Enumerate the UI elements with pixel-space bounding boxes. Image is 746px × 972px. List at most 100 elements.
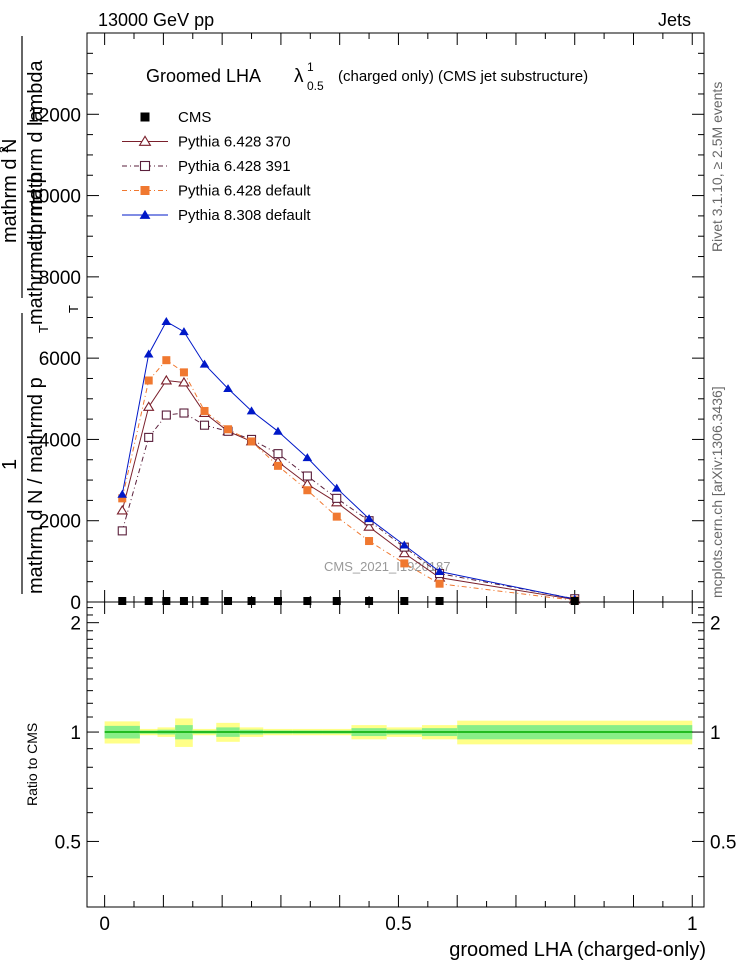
legend-label: Pythia 6.428 370: [178, 134, 291, 151]
data-point: [365, 597, 374, 605]
data-point: [273, 461, 282, 470]
legend-marker: [140, 186, 150, 195]
ratio-y-tick-label-right: 0.5: [710, 832, 736, 853]
data-point: [399, 540, 410, 549]
legend-item: CMS: [140, 109, 211, 126]
chart-title-symbol: λ: [294, 66, 304, 87]
main-y-tick-label: 12000: [28, 105, 81, 126]
main-y-tick-label: 6000: [39, 349, 81, 370]
data-point: [224, 597, 233, 605]
data-point: [179, 408, 189, 418]
rivet-version-label: Rivet 3.1.10, ≥ 2.5M events: [709, 82, 725, 252]
chart-title-suffix: (charged only) (CMS jet substructure): [338, 68, 588, 85]
main-y-tick-label: 4000: [39, 430, 81, 451]
ratio-y-tick-labels-right: 0.5 1 2: [710, 614, 736, 854]
ratio-plot-frame: [86, 601, 705, 908]
legend-marker: [140, 112, 150, 122]
ylabel-denominator: mathrm d N / mathrmd p: [25, 377, 47, 594]
data-point: [273, 449, 283, 459]
data-point: [144, 432, 154, 442]
data-point: [332, 512, 341, 521]
ylabel-numerator-4: mathrm d p: [25, 224, 47, 325]
ylabel-numerator-2: mathrm d N: [0, 139, 21, 243]
data-point: [144, 376, 153, 385]
x-tick-labels: 0 0.5 1: [99, 914, 697, 935]
legend-item: Pythia 6.428 370: [122, 134, 291, 151]
ratio-y-tick-label: 0.5: [55, 832, 81, 853]
data-point: [400, 597, 409, 605]
data-point: [273, 597, 282, 605]
series-cms: [118, 597, 579, 605]
data-point: [161, 410, 171, 420]
legend-item: Pythia 6.428 391: [122, 158, 291, 175]
data-point: [303, 597, 312, 605]
ylabel-numerator-3: mathrm d lambda: [25, 60, 47, 216]
x-tick-label: 0.5: [385, 914, 411, 935]
data-point: [273, 426, 283, 435]
data-point: [332, 597, 341, 605]
chart-title-symbol-sup: 1: [307, 60, 314, 74]
main-axis-ticks: [87, 32, 704, 603]
main-y-tick-labels: 0 2000 4000 6000 8000 10000 12000: [28, 105, 81, 614]
data-point: [200, 406, 209, 415]
data-point: [178, 376, 190, 387]
legend-item: Pythia 8.308 default: [122, 207, 311, 224]
x-tick-label: 1: [687, 914, 698, 935]
ratio-y-tick-label: 1: [70, 723, 81, 744]
data-point: [331, 483, 342, 492]
legend-item: Pythia 6.428 default: [122, 183, 311, 200]
data-point: [143, 349, 154, 358]
main-y-tick-label: 2000: [39, 512, 81, 533]
data-point: [434, 566, 445, 575]
data-point: [117, 526, 127, 536]
data-point: [302, 453, 313, 462]
data-point: [400, 559, 409, 568]
data-point: [224, 425, 233, 434]
data-point: [162, 356, 171, 365]
data-point: [570, 597, 579, 605]
data-point: [199, 359, 210, 368]
data-point: [118, 597, 127, 605]
legend-label: Pythia 8.308 default: [178, 207, 311, 224]
header-process: Jets: [658, 10, 691, 30]
data-point: [117, 489, 128, 498]
legend-label: Pythia 6.428 default: [178, 183, 311, 200]
ylabel-numerator-2-sup: 2: [0, 146, 11, 153]
data-point: [398, 547, 411, 558]
data-point: [179, 327, 189, 336]
chart-title-main: Groomed LHA: [146, 66, 261, 86]
data-point: [161, 317, 172, 325]
main-y-tick-label: 8000: [39, 268, 81, 289]
legend: CMS Pythia 6.428 370 Pythia 6.428 391 Pythi…: [122, 109, 311, 224]
ratio-y-axis-label: Ratio to CMS: [24, 723, 40, 806]
main-y-axis-label: 1 mathrm d N / mathrmd p T mathrmd p mat…: [0, 36, 81, 594]
ratio-axis-ticks: [87, 602, 704, 907]
main-y-tick-label: 0: [70, 593, 81, 614]
data-point: [247, 437, 256, 446]
data-point: [144, 597, 153, 605]
chart-title: Groomed LHA λ 1 0.5 (charged only) (CMS …: [146, 60, 588, 93]
legend-marker: [139, 160, 151, 172]
legend-label: Pythia 6.428 391: [178, 158, 291, 175]
x-tick-label: 0: [99, 914, 110, 935]
data-point: [223, 384, 233, 393]
ratio-uncertainty-bands: [104, 718, 693, 747]
data-point: [179, 597, 188, 605]
ylabel-numerator-1: 1: [0, 459, 21, 470]
main-y-tick-label: 10000: [28, 187, 81, 208]
legend-marker: [139, 209, 151, 219]
data-point: [363, 521, 375, 531]
x-axis-label: groomed LHA (charged-only): [449, 939, 706, 961]
data-point: [364, 514, 374, 523]
data-point: [247, 597, 256, 605]
data-point: [179, 368, 188, 377]
ratio-y-tick-label: 2: [70, 614, 81, 635]
data-point: [118, 494, 127, 503]
data-point: [332, 493, 342, 503]
data-point: [142, 401, 155, 411]
header-energy: 13000 GeV pp: [98, 10, 214, 30]
series-line: [121, 359, 575, 601]
data-point: [162, 597, 171, 605]
data-point: [199, 420, 210, 430]
